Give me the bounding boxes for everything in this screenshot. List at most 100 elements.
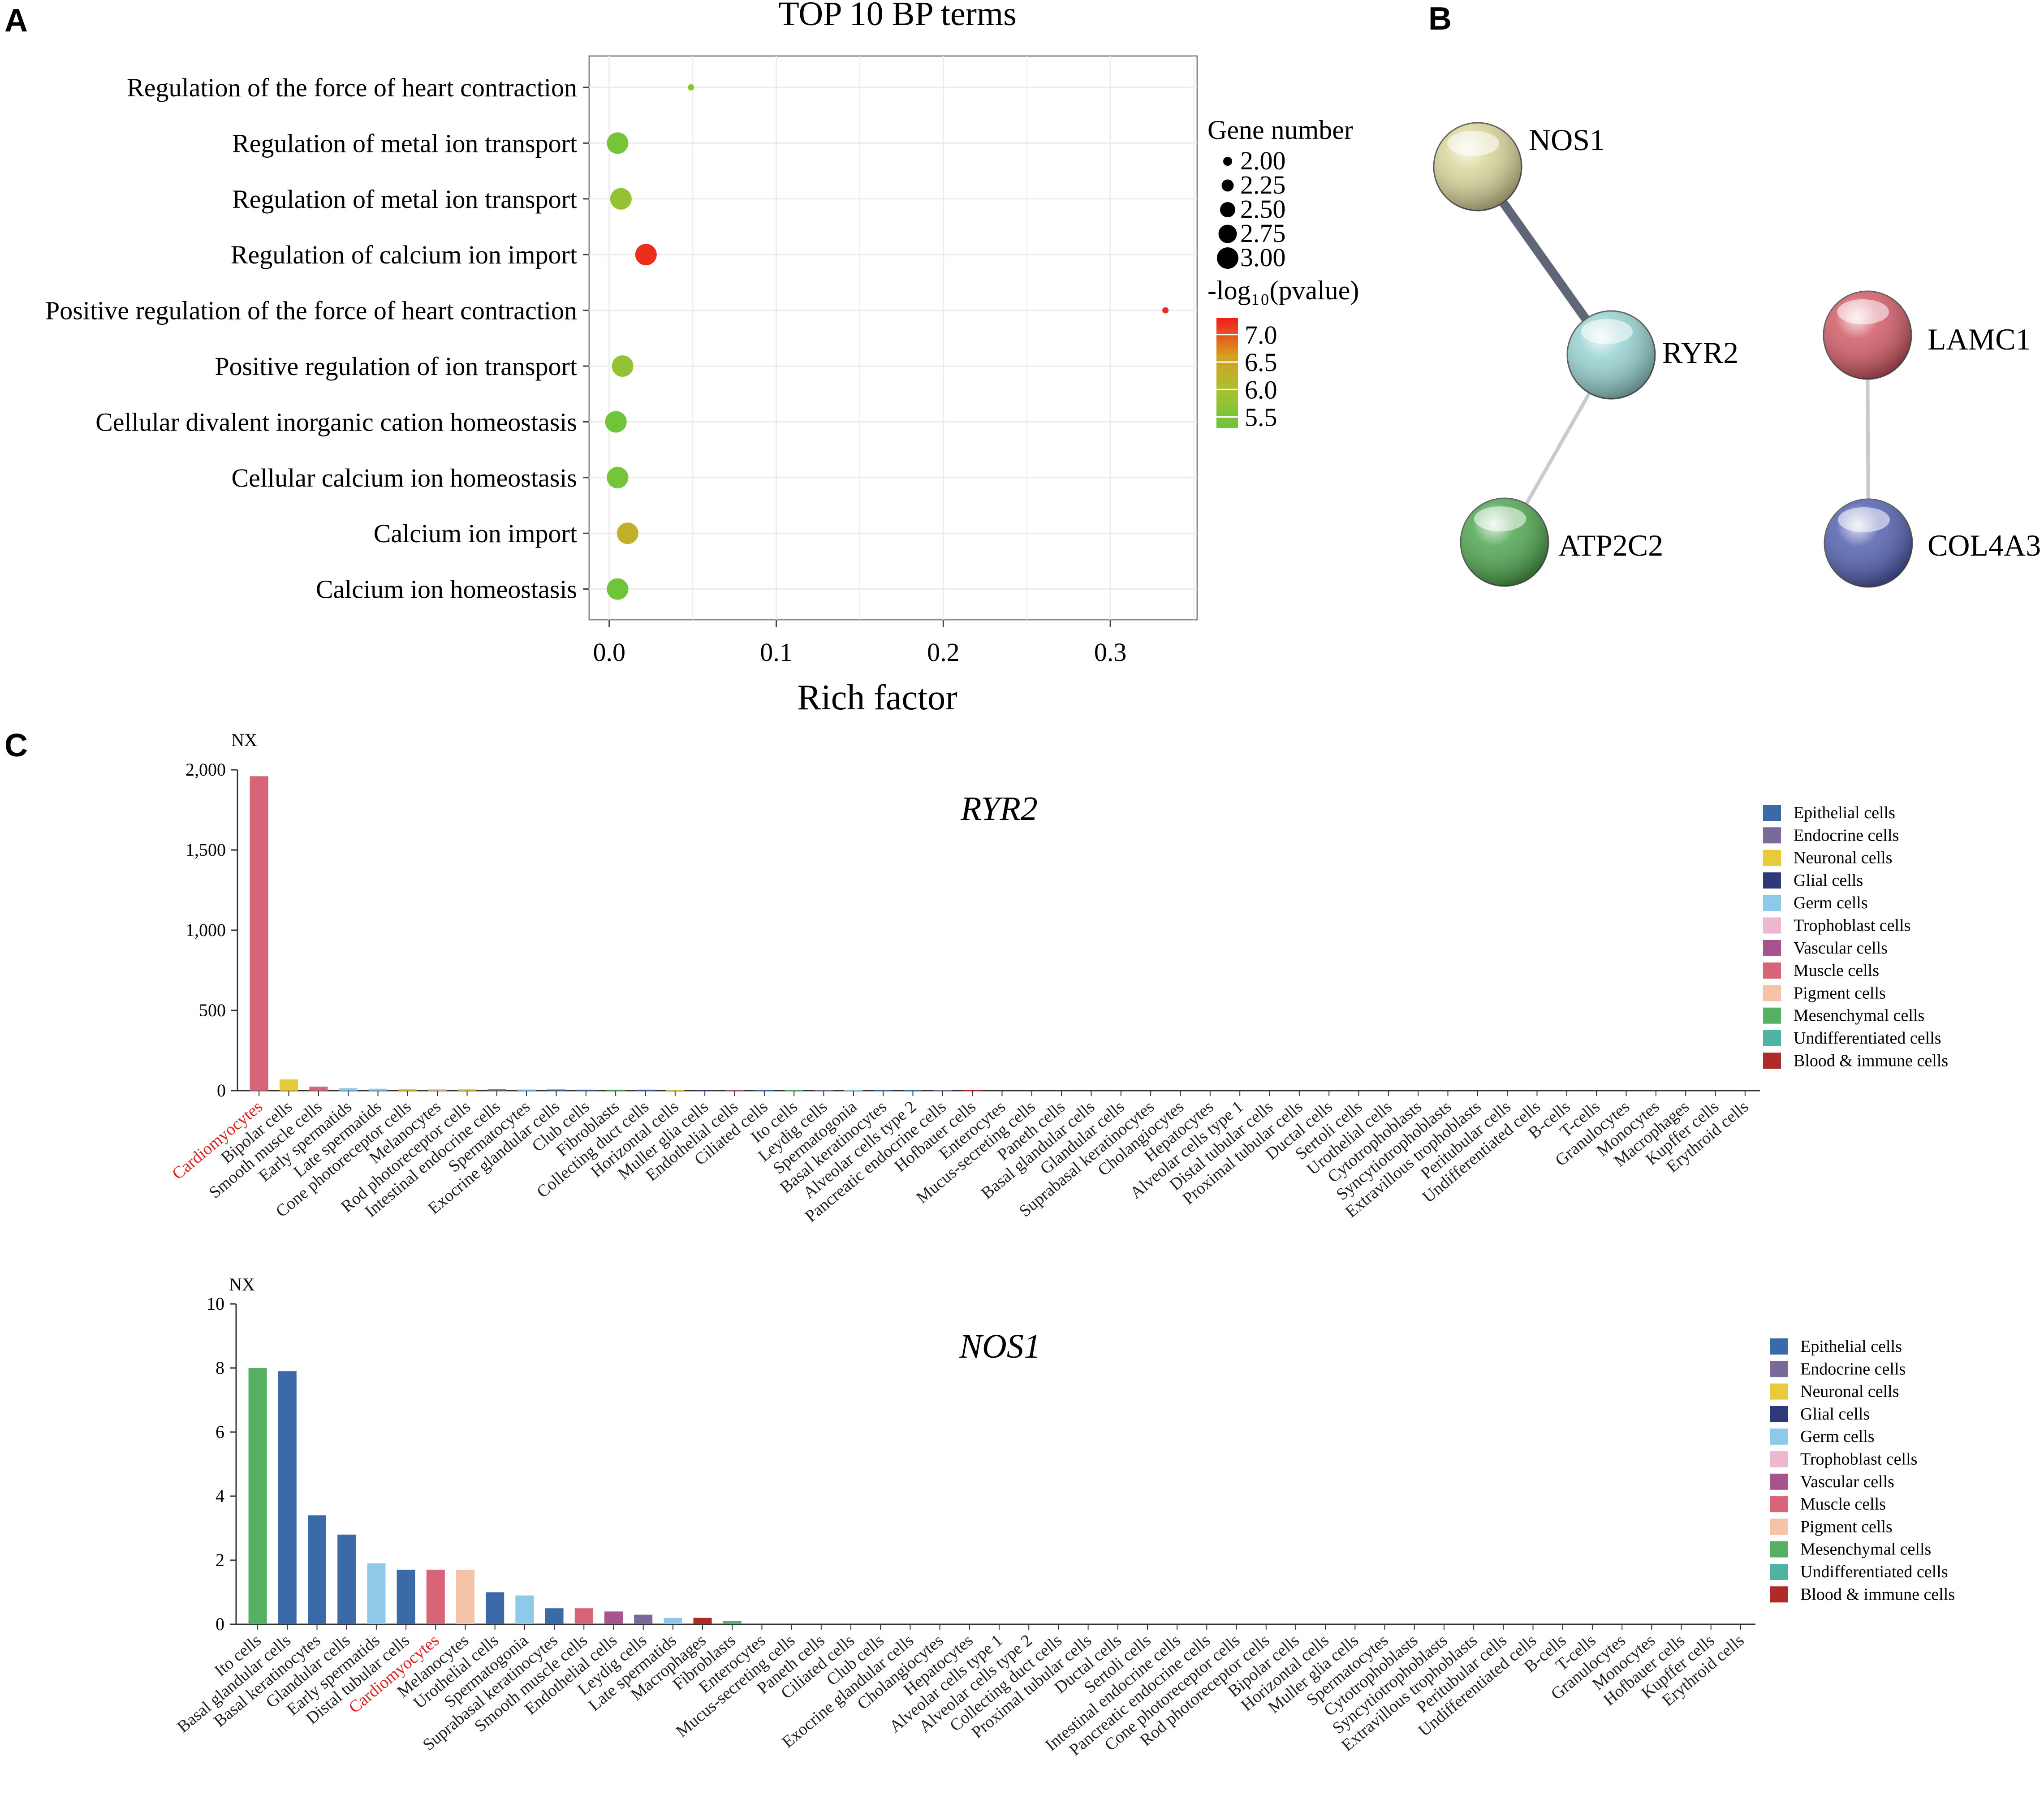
ryr2-y-axis-label: NX	[231, 730, 257, 750]
legend-swatch	[1770, 1428, 1788, 1445]
size-legend: Gene number 2.002.252.502.753.00	[1207, 115, 1353, 272]
bar	[248, 1368, 267, 1624]
x-tick-label: 0.0	[593, 638, 625, 667]
bubble-point	[1162, 307, 1169, 314]
term-label: Calcium ion homeostasis	[316, 575, 577, 604]
bar	[545, 1608, 564, 1624]
bar	[398, 1089, 417, 1091]
bar	[577, 1089, 595, 1091]
legend-label: Vascular cells	[1800, 1472, 1894, 1491]
size-legend-label: 2.75	[1240, 219, 1286, 248]
bar	[515, 1595, 534, 1624]
y-tick-label: 0	[216, 1614, 224, 1634]
legend-label: Neuronal cells	[1794, 849, 1893, 867]
legend-swatch	[1763, 1030, 1781, 1046]
bar	[309, 1087, 328, 1091]
bubble-points	[605, 84, 1169, 600]
bar	[307, 1515, 327, 1624]
y-tick-label: 0	[217, 1080, 226, 1100]
legend-label: Muscle cells	[1800, 1495, 1886, 1514]
legend-label: Trophoblast cells	[1800, 1450, 1917, 1469]
legend-swatch	[1770, 1406, 1788, 1422]
legend-label: Endocrine cells	[1794, 826, 1899, 845]
legend-label: Germ cells	[1794, 893, 1868, 912]
y-tick-label: 2,000	[185, 759, 226, 780]
term-label: Calcium ion import	[374, 519, 577, 548]
size-legend-label: 3.00	[1240, 243, 1286, 272]
y-tick-label: 500	[199, 1000, 226, 1020]
bar	[725, 1090, 744, 1091]
color-legend-label: 6.0	[1245, 375, 1277, 404]
term-label: Positive regulation of ion transport	[215, 352, 577, 381]
x-tick-labels: 0.0 0.1 0.2 0.3	[593, 620, 1126, 667]
legend-label: Vascular cells	[1794, 939, 1888, 958]
legend-swatch	[1763, 917, 1781, 934]
bar	[250, 776, 268, 1091]
legend-swatch	[1770, 1519, 1788, 1535]
network-nodes: NOS1 RYR2 ATP2C2 LAMC1 COL4A3	[1433, 122, 2041, 588]
legend-swatch	[1763, 895, 1781, 911]
y-tick-label: 6	[216, 1422, 224, 1442]
bar	[666, 1090, 685, 1091]
legend-swatch	[1763, 850, 1781, 866]
bar	[367, 1563, 386, 1624]
term-label: Regulation of metal ion transport	[232, 129, 577, 158]
legend-swatch	[1770, 1451, 1788, 1467]
nos1-chart-title: NOS1	[959, 1328, 1041, 1365]
legend-swatch	[1763, 1053, 1781, 1069]
bar	[963, 1090, 982, 1091]
bar	[933, 1090, 952, 1091]
legend-label: Undifferentiated cells	[1800, 1562, 1948, 1581]
color-legend-title: -log₁₀(pvalue)	[1207, 276, 1359, 305]
legend-label: Pigment cells	[1800, 1517, 1893, 1536]
network-node-highlight	[1474, 506, 1526, 531]
y-tick-label: 1,000	[185, 920, 226, 940]
x-tick-label: 0.3	[1094, 638, 1127, 667]
legend-label: Epithelial cells	[1794, 803, 1895, 822]
bar	[517, 1089, 536, 1091]
network-node-highlight	[1447, 131, 1499, 156]
bubble-point	[688, 84, 694, 91]
size-legend-dot	[1220, 202, 1235, 217]
bubble-point	[610, 188, 632, 210]
bar	[339, 1088, 358, 1091]
bar	[368, 1088, 388, 1091]
network-node-highlight	[1581, 319, 1633, 344]
bubble-plot-area	[588, 55, 1198, 621]
panel-label-a: A	[4, 3, 28, 39]
network-node-highlight	[1838, 507, 1890, 532]
term-label: Regulation of calcium ion import	[231, 240, 577, 269]
legend-swatch	[1770, 1564, 1788, 1580]
bar	[456, 1570, 474, 1624]
legend-label: Undifferentiated cells	[1794, 1029, 1941, 1048]
legend-label: Glial cells	[1800, 1405, 1870, 1424]
legend-swatch	[1763, 962, 1781, 979]
legend-label: Blood & immune cells	[1800, 1585, 1955, 1604]
nos1-y-axis-label: NX	[229, 1274, 255, 1294]
bar	[664, 1618, 682, 1624]
legend-label: Neuronal cells	[1800, 1382, 1899, 1401]
bar	[814, 1090, 833, 1091]
network-node-label: LAMC1	[1928, 322, 2031, 356]
bubble-point	[605, 411, 627, 433]
legend-swatch	[1770, 1473, 1788, 1490]
legend-label: Mesenchymal cells	[1800, 1540, 1931, 1559]
size-legend-title: Gene number	[1207, 115, 1353, 145]
legend-swatch	[1763, 940, 1781, 956]
legend-swatch	[1763, 1007, 1781, 1024]
y-tick-label: 10	[207, 1294, 224, 1314]
size-legend-dot	[1221, 179, 1234, 192]
bar	[606, 1089, 625, 1091]
x-tick-label: 0.1	[760, 638, 793, 667]
term-labels: Regulation of the force of heart contrac…	[45, 73, 589, 604]
bar	[723, 1621, 742, 1624]
bar	[337, 1534, 356, 1624]
bubble-point	[612, 355, 634, 377]
bar	[636, 1089, 655, 1091]
bar	[785, 1090, 803, 1091]
legend-swatch	[1770, 1541, 1788, 1558]
bar	[397, 1570, 415, 1624]
ryr2-legend: Epithelial cells Endocrine cells Neuronal …	[1763, 803, 1948, 1070]
